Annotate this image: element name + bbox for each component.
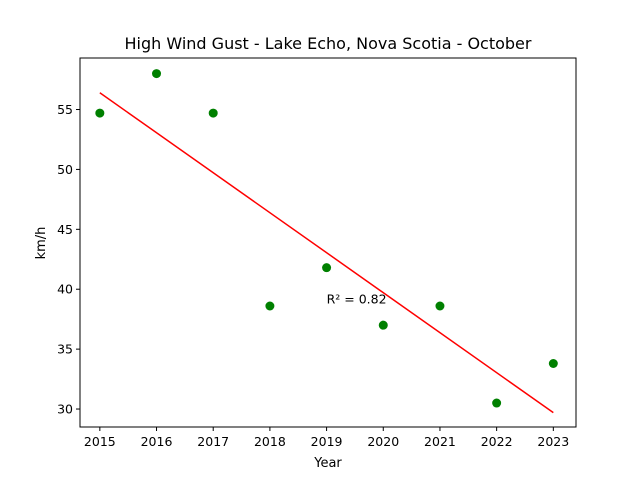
data-point [265,301,275,311]
plot-frame [79,57,577,428]
data-point [492,398,502,408]
x-tick-label: 2022 [481,434,513,449]
data-point [95,108,105,118]
plot-area: R² = 0.82 [95,69,558,414]
x-tick-label: 2016 [141,434,173,449]
y-axis: 30 35 40 45 50 55 [57,102,80,417]
trend-line [99,92,554,414]
y-tick-label: 40 [57,282,73,297]
y-axis-label: km/h [34,227,49,260]
data-point [548,359,558,369]
data-point [152,69,162,79]
x-axis: 2015 2016 2017 2018 2019 2020 2021 2022 2023 [84,427,569,449]
y-tick-label: 55 [57,102,73,117]
x-tick-label: 2018 [254,434,286,449]
data-point [322,263,332,273]
y-tick-label: 35 [57,342,73,357]
r-squared-annotation: R² = 0.82 [327,292,387,307]
x-tick-label: 2023 [537,434,569,449]
y-tick-label: 45 [57,222,73,237]
chart-title: High Wind Gust - Lake Echo, Nova Scotia … [125,34,532,53]
y-tick-label: 30 [57,402,73,417]
x-tick-label: 2020 [367,434,399,449]
x-tick-label: 2015 [84,434,116,449]
y-tick-label: 50 [57,162,73,177]
x-tick-label: 2017 [197,434,229,449]
x-tick-label: 2021 [424,434,456,449]
data-point [208,108,218,118]
data-point [435,301,445,311]
data-point [378,320,388,330]
x-tick-label: 2019 [311,434,343,449]
x-axis-label: Year [313,456,342,471]
